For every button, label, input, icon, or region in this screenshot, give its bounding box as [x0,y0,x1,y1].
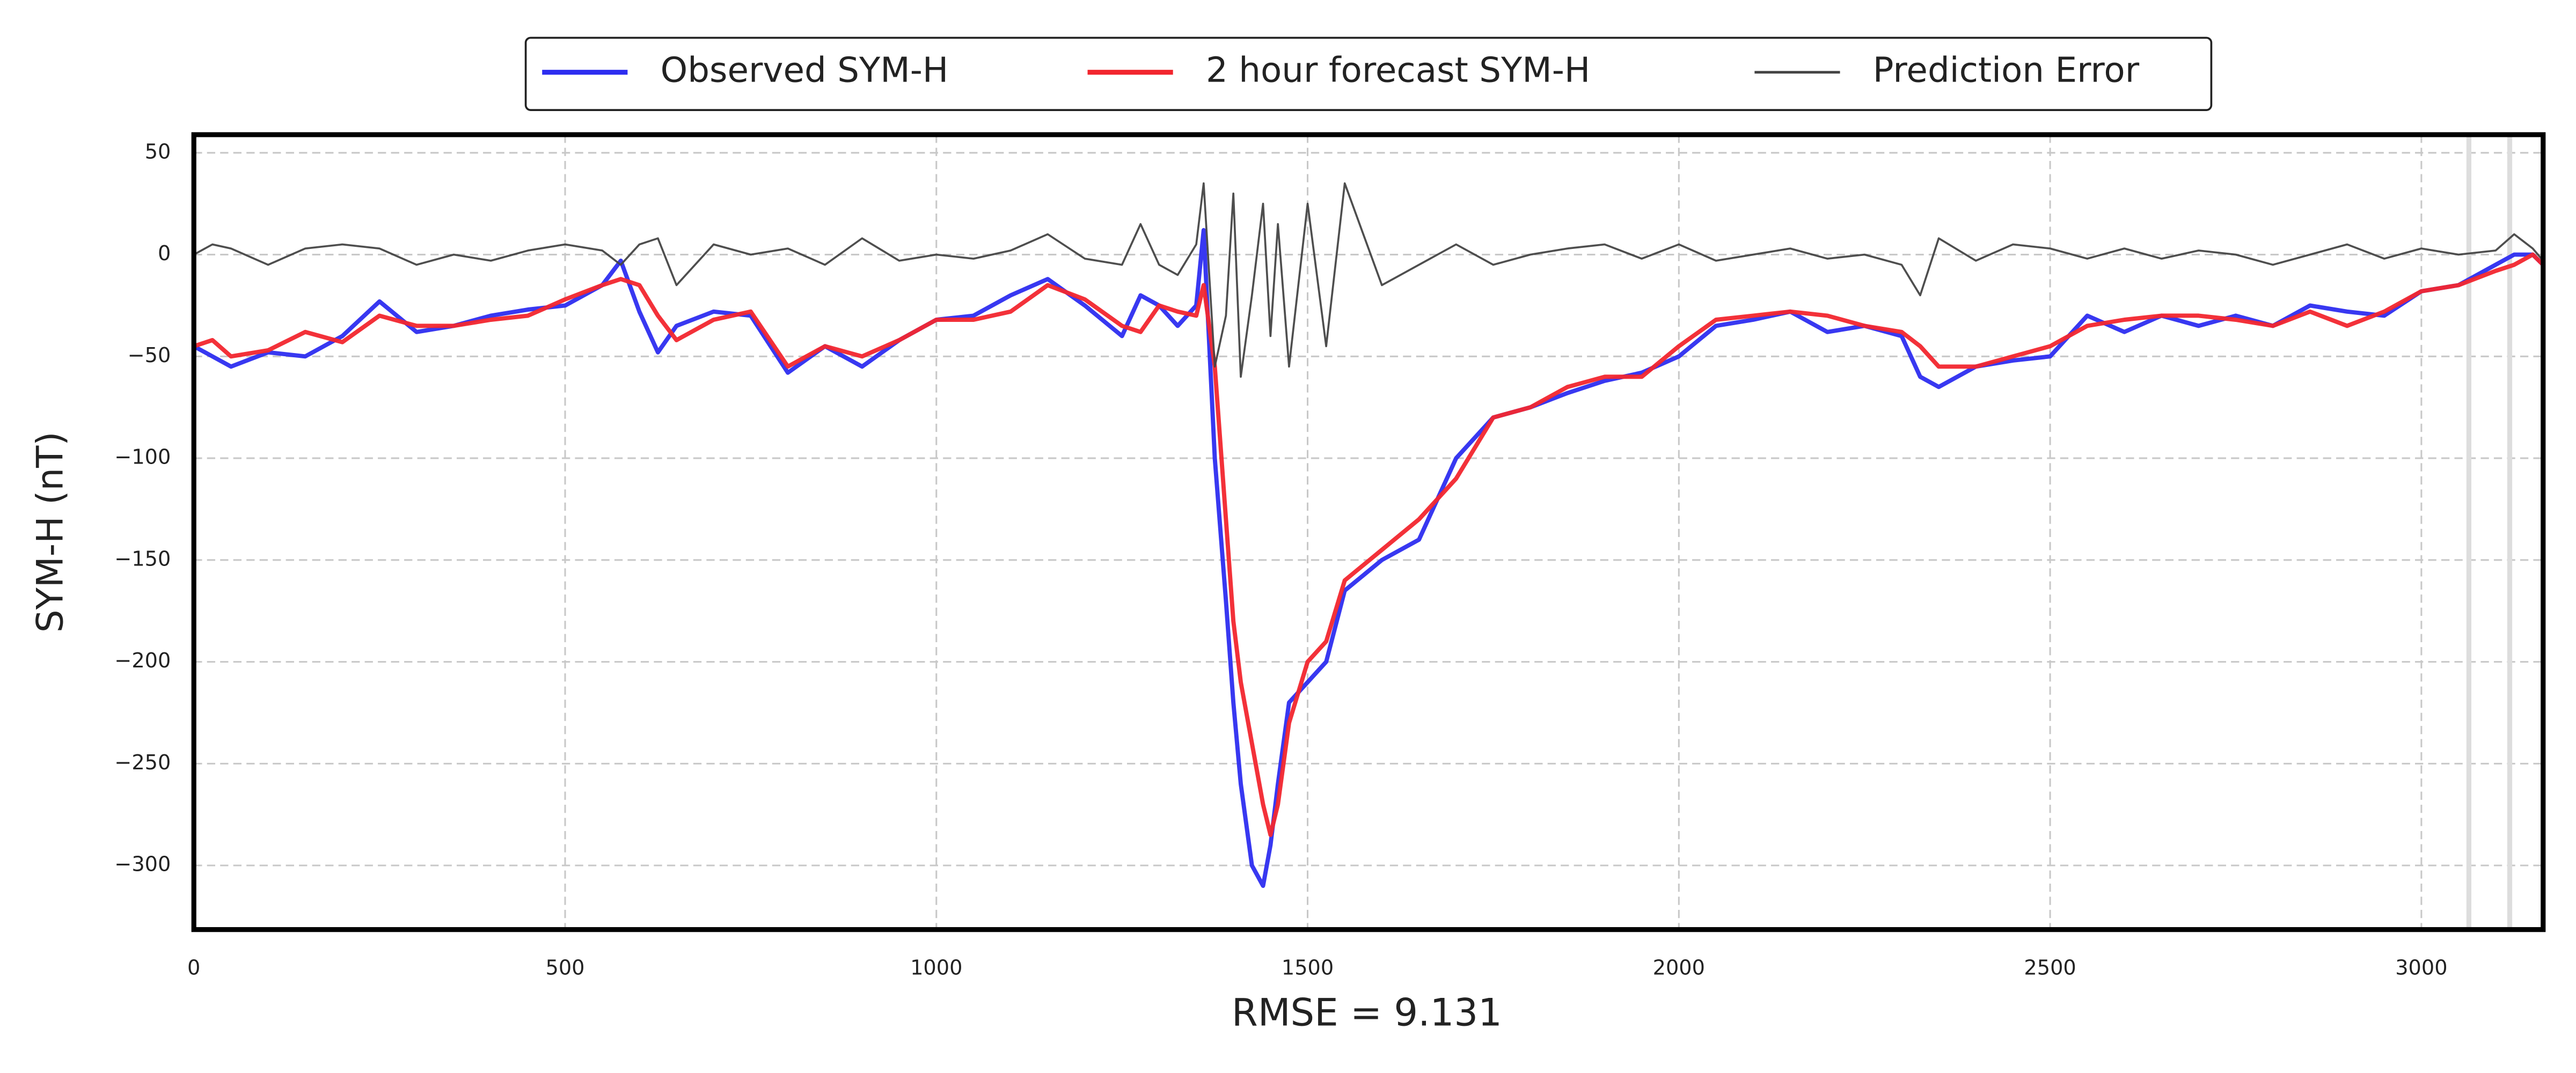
series-line [193,182,2544,378]
legend: Observed SYM-H 2 hour forecast SYM-H Predi… [524,36,2213,111]
y-tick-label: −200 [114,649,171,673]
series-line [193,228,2545,888]
y-tick-label: −250 [114,751,171,775]
x-tick-label: 0 [187,956,200,980]
series-line [193,252,2545,837]
plot-frame [191,132,2546,932]
legend-label: Prediction Error [1873,50,2140,90]
x-tick-label: 2500 [2024,956,2076,980]
x-axis-label: RMSE = 9.131 [1232,990,1502,1034]
y-tick-label: −50 [128,343,171,368]
y-tick-label: −300 [114,852,171,877]
x-tick-label: 1500 [1282,956,1334,980]
y-tick-label: −100 [114,445,171,469]
y-tick-label: −150 [114,547,171,571]
x-tick-label: 2000 [1653,956,1705,980]
x-tick-label: 500 [545,956,584,980]
legend-box [524,36,2213,111]
y-tick-label: 0 [158,241,171,266]
x-tick-label: 3000 [2395,956,2447,980]
x-tick-label: 1000 [910,956,962,980]
legend-label: Observed SYM-H [661,50,949,90]
y-tick-label: 50 [145,139,171,164]
legend-label: 2 hour forecast SYM-H [1206,50,1590,90]
y-axis-label: SYM-H (nT) [29,432,71,633]
